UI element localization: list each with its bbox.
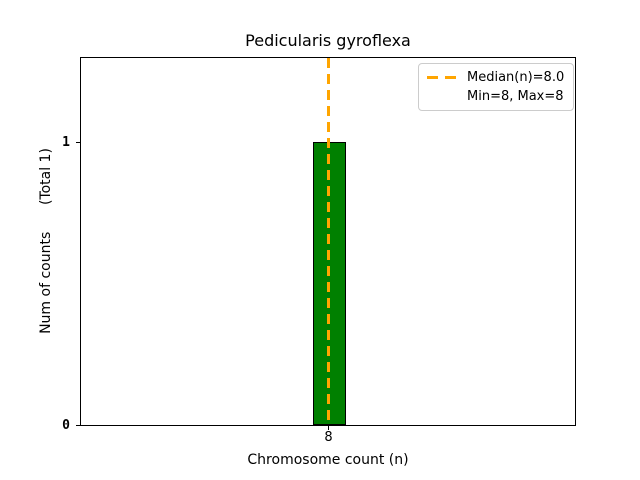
median-line <box>327 58 330 425</box>
y-tick-label-0: 0 <box>62 418 70 433</box>
legend-entry-minmax: Min=8, Max=8 <box>427 89 565 104</box>
x-axis-label: Chromosome count (n) <box>247 452 409 468</box>
legend-dashed-line-sample <box>427 76 458 79</box>
y-tick-mark-1 <box>76 142 80 143</box>
chart-title: Pedicularis gyroflexa <box>245 31 411 50</box>
x-tick-label-8: 8 <box>324 430 333 445</box>
y-tick-label-1: 1 <box>62 135 70 150</box>
x-tick-mark-8 <box>328 426 329 430</box>
legend-empty-sample <box>427 95 458 98</box>
legend-entry-median: Median(n)=8.0 <box>427 70 565 85</box>
legend-label-minmax: Min=8, Max=8 <box>467 89 564 104</box>
legend: Median(n)=8.0 Min=8, Max=8 <box>418 63 574 111</box>
y-tick-mark-0 <box>76 425 80 426</box>
plot-area <box>80 57 576 426</box>
legend-label-median: Median(n)=8.0 <box>467 70 565 85</box>
y-axis-label: Num of counts (Total 1) <box>38 148 54 334</box>
